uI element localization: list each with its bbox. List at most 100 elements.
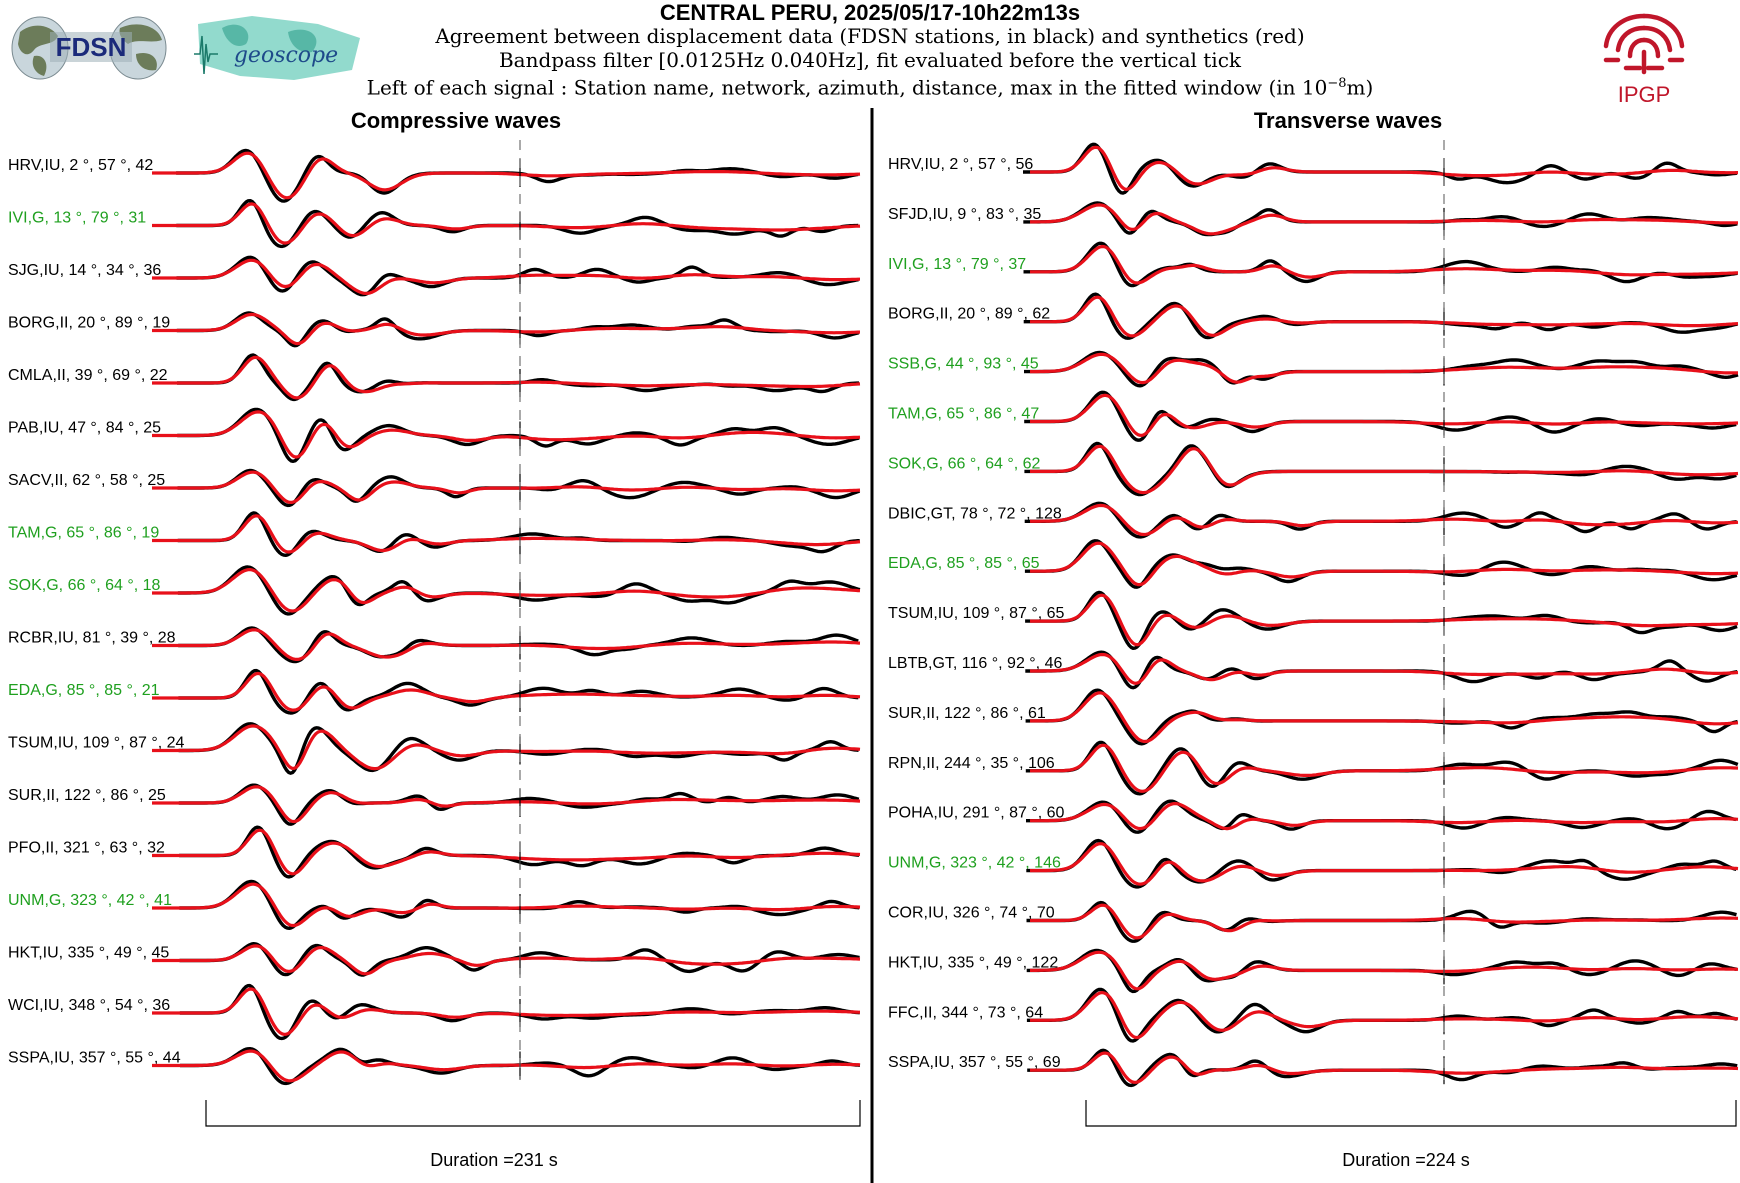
- trace-data: [177, 353, 859, 402]
- trace-synthetic: [1030, 842, 1739, 886]
- trace-synthetic: [1030, 444, 1739, 495]
- trace-synthetic: [1030, 652, 1739, 685]
- trace-synthetic: [1030, 593, 1739, 647]
- station-label: SACV,II, 62 °, 58 °, 25: [8, 472, 165, 489]
- trace-data: [1026, 799, 1737, 834]
- trace-synthetic: [1030, 503, 1739, 537]
- legend-text-suffix: m): [1346, 75, 1374, 100]
- legend-text-prefix: Left of each signal : Station name, netw…: [366, 75, 1328, 100]
- trace-synthetic: [152, 258, 860, 295]
- trace-synthetic: [152, 944, 861, 976]
- trace-synthetic: [152, 410, 861, 459]
- station-label: LBTB,GT, 116 °, 92 °, 46: [888, 655, 1062, 672]
- station-label: SUR,II, 122 °, 86 °, 61: [888, 705, 1046, 722]
- trace-synthetic: [152, 785, 861, 824]
- trace-synthetic: [1030, 802, 1739, 831]
- panel-transverse: Transverse waves HRV,IU, 2 °, 57 °, 56 SFJ…: [888, 108, 1739, 1170]
- station-label: POHA,IU, 291 °, 87 °, 60: [888, 805, 1065, 822]
- trace-synthetic: [1030, 393, 1738, 437]
- station-label: TSUM,IU, 109 °, 87 °, 65: [888, 605, 1065, 622]
- panel-title: Compressive waves: [351, 108, 561, 133]
- trace-data: [1023, 142, 1738, 195]
- station-label: HKT,IU, 335 °, 49 °, 122: [888, 954, 1058, 971]
- panel-title: Transverse waves: [1254, 108, 1442, 133]
- station-label: SSB,G, 44 °, 93 °, 45: [888, 356, 1039, 373]
- station-label: HRV,IU, 2 °, 57 °, 42: [8, 157, 153, 174]
- duration-label: Duration =224 s: [1342, 1150, 1470, 1170]
- trace-synthetic: [152, 312, 860, 346]
- trace-synthetic: [1030, 950, 1738, 991]
- duration-label: Duration =231 s: [430, 1150, 558, 1170]
- trace-synthetic: [1030, 541, 1739, 587]
- station-label: EDA,G, 85 °, 85 °, 65: [888, 555, 1040, 572]
- trace-synthetic: [152, 987, 860, 1036]
- trace-data: [1024, 350, 1739, 388]
- trace-data: [1024, 390, 1737, 442]
- trace-synthetic: [152, 514, 861, 554]
- ipgp-logo: IPGP: [1603, 13, 1685, 107]
- trace-synthetic: [152, 671, 861, 712]
- trace-synthetic: [152, 724, 861, 771]
- trace-data: [179, 825, 860, 879]
- station-label: BORG,II, 20 °, 89 °, 62: [888, 306, 1050, 323]
- trace-synthetic: [1030, 295, 1739, 338]
- trace-synthetic: [152, 202, 861, 245]
- station-label: SFJD,IU, 9 °, 83 °, 35: [888, 206, 1041, 223]
- trace-data: [1026, 987, 1738, 1043]
- trace-synthetic: [1030, 203, 1738, 236]
- ipgp-logo-text: IPGP: [1618, 82, 1671, 107]
- trace-data: [178, 722, 859, 775]
- fdsn-logo: FDSN: [11, 16, 167, 80]
- geoscope-logo: geoscope: [194, 16, 360, 80]
- station-label: TAM,G, 65 °, 86 °, 47: [888, 406, 1039, 423]
- trace-synthetic: [1030, 991, 1739, 1040]
- figure-subtitle-data-synthetics: Agreement between displacement data (FDS…: [435, 24, 1305, 48]
- station-label: PAB,IU, 47 °, 84 °, 25: [8, 420, 161, 437]
- trace-synthetic: [152, 1049, 861, 1083]
- figure-title: CENTRAL PERU, 2025/05/17-10h22m13s: [659, 0, 1081, 25]
- fdsn-logo-text: FDSN: [56, 32, 127, 62]
- station-label: IVI,G, 13 °, 79 °, 37: [888, 256, 1026, 273]
- trace-synthetic: [1030, 145, 1738, 191]
- station-label: TAM,G, 65 °, 86 °, 19: [8, 525, 159, 542]
- station-label: COR,IU, 326 °, 74 °, 70: [888, 905, 1055, 922]
- trace-data: [1023, 292, 1739, 340]
- station-label: CMLA,II, 39 °, 69 °, 22: [8, 367, 168, 384]
- trace-synthetic: [1030, 691, 1739, 744]
- trace-data: [177, 565, 861, 616]
- trace-synthetic: [1030, 903, 1738, 940]
- station-label: SSPA,IU, 357 °, 55 °, 44: [8, 1050, 181, 1067]
- station-label: BORG,II, 20 °, 89 °, 19: [8, 315, 170, 332]
- trace-synthetic: [152, 151, 861, 200]
- station-label: TSUM,IU, 109 °, 87 °, 24: [8, 735, 185, 752]
- trace-synthetic: [1030, 743, 1739, 793]
- trace-synthetic: [1030, 244, 1738, 285]
- trace-synthetic: [152, 828, 861, 876]
- station-label: FFC,II, 344 °, 73 °, 64: [888, 1004, 1043, 1021]
- duration-bracket: [1085, 1100, 1737, 1127]
- station-label: HKT,IU, 335 °, 49 °, 45: [8, 945, 169, 962]
- duration-bracket: [205, 1100, 861, 1127]
- legend-exponent: −8: [1327, 76, 1347, 91]
- station-label: UNM,G, 323 °, 42 °, 41: [8, 892, 172, 909]
- trace-synthetic: [1030, 1051, 1739, 1084]
- trace-data: [178, 783, 860, 826]
- trace-synthetic: [152, 882, 861, 928]
- trace-data: [179, 879, 860, 930]
- figure-subtitle-legend: Left of each signal : Station name, netw…: [0, 72, 1740, 100]
- trace-synthetic: [1030, 352, 1738, 385]
- station-label: IVI,G, 13 °, 79 °, 31: [8, 210, 146, 227]
- station-label: SJG,IU, 14 °, 34 °, 36: [8, 262, 161, 279]
- trace-synthetic: [152, 355, 861, 400]
- station-label: SOK,G, 66 °, 64 °, 18: [8, 577, 161, 594]
- station-label: DBIC,GT, 78 °, 72 °, 128: [888, 505, 1062, 522]
- trace-data: [178, 668, 859, 715]
- trace-synthetic: [152, 628, 861, 661]
- station-label: PFO,II, 321 °, 63 °, 32: [8, 840, 165, 857]
- station-label: UNM,G, 323 °, 42 °, 146: [888, 855, 1061, 872]
- station-label: RPN,II, 244 °, 35 °, 106: [888, 755, 1055, 772]
- figure-subtitle-filter: Bandpass filter [0.0125Hz 0.040Hz], fit …: [498, 48, 1242, 72]
- station-label: EDA,G, 85 °, 85 °, 21: [8, 682, 160, 699]
